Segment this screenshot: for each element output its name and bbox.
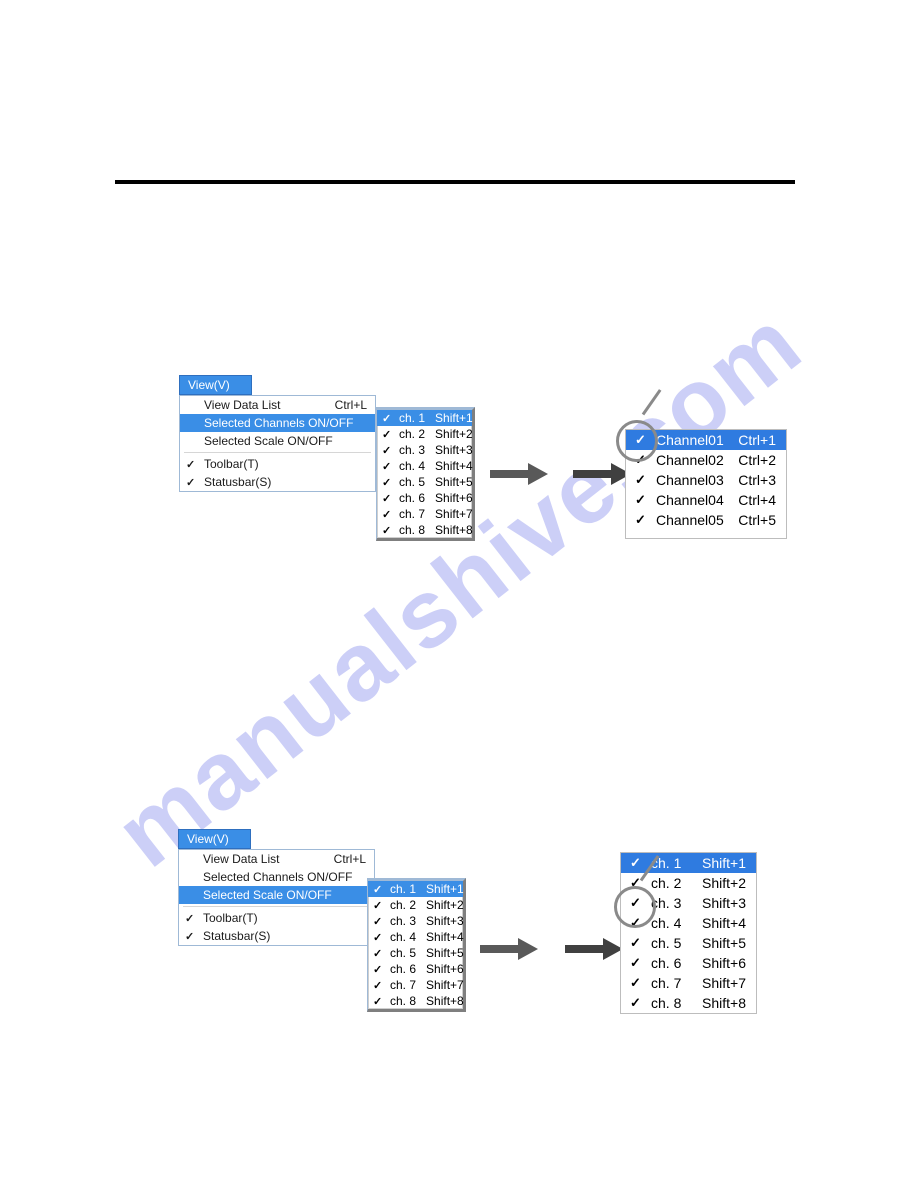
menu-item-label: Selected Channels ON/OFF bbox=[204, 416, 353, 430]
submenu-item-ch7[interactable]: ch. 7Shift+7 bbox=[377, 506, 472, 522]
menu-item-statusbar[interactable]: Statusbar(S) bbox=[179, 927, 374, 945]
menu-item-view-data-list[interactable]: View Data List Ctrl+L bbox=[179, 850, 374, 868]
arrow-icon bbox=[490, 460, 550, 488]
scale-submenu-2: ch. 1Shift+1 ch. 2Shift+2 ch. 3Shift+3 c… bbox=[367, 878, 466, 1012]
arrow-icon bbox=[565, 935, 625, 963]
submenu-item-ch8[interactable]: ch. 8Shift+8 bbox=[377, 522, 472, 538]
submenu-item-ch3[interactable]: ch. 3Shift+3 bbox=[377, 442, 472, 458]
detail-item-ch5[interactable]: ch. 5Shift+5 bbox=[621, 933, 756, 953]
menu-item-label: Selected Scale ON/OFF bbox=[203, 888, 332, 902]
detail-item-channel05[interactable]: Channel05Ctrl+5 bbox=[626, 510, 786, 530]
menu-item-label: Toolbar(T) bbox=[203, 911, 258, 925]
submenu-item-ch5[interactable]: ch. 5Shift+5 bbox=[377, 474, 472, 490]
detail-item-ch6[interactable]: ch. 6Shift+6 bbox=[621, 953, 756, 973]
view-menu-1: View(V) View Data List Ctrl+L Selected C… bbox=[179, 375, 376, 492]
submenu-item-ch8[interactable]: ch. 8Shift+8 bbox=[368, 993, 463, 1009]
submenu-item-ch1[interactable]: ch. 1Shift+1 bbox=[377, 410, 472, 426]
submenu-item-ch4[interactable]: ch. 4Shift+4 bbox=[377, 458, 472, 474]
submenu-item-ch3[interactable]: ch. 3Shift+3 bbox=[368, 913, 463, 929]
menu-item-toolbar[interactable]: Toolbar(T) bbox=[180, 455, 375, 473]
menu-separator bbox=[184, 452, 371, 453]
menu-header[interactable]: View(V) bbox=[178, 829, 251, 849]
menu-panel: View Data List Ctrl+L Selected Channels … bbox=[178, 849, 375, 946]
submenu-item-ch7[interactable]: ch. 7Shift+7 bbox=[368, 977, 463, 993]
menu-separator bbox=[183, 906, 370, 907]
arrow-icon bbox=[573, 460, 633, 488]
menu-header[interactable]: View(V) bbox=[179, 375, 252, 395]
menu-item-selected-scale[interactable]: Selected Scale ON/OFF bbox=[180, 432, 375, 450]
channels-submenu-1: ch. 1Shift+1 ch. 2Shift+2 ch. 3Shift+3 c… bbox=[376, 407, 475, 541]
submenu-item-ch2[interactable]: ch. 2Shift+2 bbox=[377, 426, 472, 442]
menu-item-selected-scale[interactable]: Selected Scale ON/OFF bbox=[179, 886, 374, 904]
submenu-item-ch6[interactable]: ch. 6Shift+6 bbox=[368, 961, 463, 977]
detail-item-channel03[interactable]: Channel03Ctrl+3 bbox=[626, 470, 786, 490]
magnifier-icon bbox=[614, 886, 656, 928]
submenu-item-ch2[interactable]: ch. 2Shift+2 bbox=[368, 897, 463, 913]
view-menu-2: View(V) View Data List Ctrl+L Selected C… bbox=[178, 829, 375, 946]
submenu-item-ch6[interactable]: ch. 6Shift+6 bbox=[377, 490, 472, 506]
menu-item-label: View Data List bbox=[203, 852, 279, 866]
menu-item-selected-channels[interactable]: Selected Channels ON/OFF bbox=[179, 868, 374, 886]
detail-item-channel04[interactable]: Channel04Ctrl+4 bbox=[626, 490, 786, 510]
arrow-icon bbox=[480, 935, 540, 963]
menu-item-label: View Data List bbox=[204, 398, 280, 412]
menu-item-statusbar[interactable]: Statusbar(S) bbox=[180, 473, 375, 491]
divider-rule bbox=[115, 180, 795, 184]
submenu-item-ch4[interactable]: ch. 4Shift+4 bbox=[368, 929, 463, 945]
menu-item-shortcut: Ctrl+L bbox=[335, 398, 367, 412]
menu-item-shortcut: Ctrl+L bbox=[334, 852, 366, 866]
magnifier-icon bbox=[616, 420, 658, 462]
menu-item-label: Toolbar(T) bbox=[204, 457, 259, 471]
menu-panel: View Data List Ctrl+L Selected Channels … bbox=[179, 395, 376, 492]
menu-item-label: Statusbar(S) bbox=[203, 929, 270, 943]
submenu-item-ch5[interactable]: ch. 5Shift+5 bbox=[368, 945, 463, 961]
detail-item-ch7[interactable]: ch. 7Shift+7 bbox=[621, 973, 756, 993]
menu-item-view-data-list[interactable]: View Data List Ctrl+L bbox=[180, 396, 375, 414]
submenu-item-ch1[interactable]: ch. 1Shift+1 bbox=[368, 881, 463, 897]
detail-item-ch8[interactable]: ch. 8Shift+8 bbox=[621, 993, 756, 1013]
menu-item-selected-channels[interactable]: Selected Channels ON/OFF bbox=[180, 414, 375, 432]
detail-item-ch1[interactable]: ch. 1Shift+1 bbox=[621, 853, 756, 873]
menu-item-label: Selected Scale ON/OFF bbox=[204, 434, 333, 448]
menu-item-label: Selected Channels ON/OFF bbox=[203, 870, 352, 884]
menu-item-toolbar[interactable]: Toolbar(T) bbox=[179, 909, 374, 927]
menu-item-label: Statusbar(S) bbox=[204, 475, 271, 489]
